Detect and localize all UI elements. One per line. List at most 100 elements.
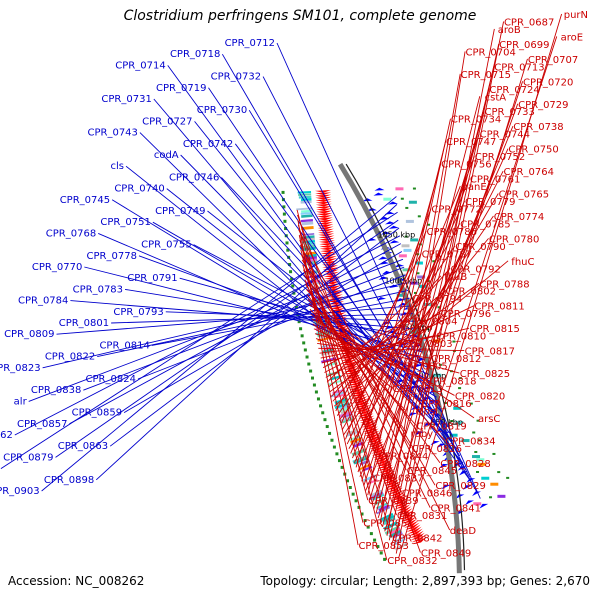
feature-tick xyxy=(288,263,292,267)
minus-gene-label: CPR_0783 xyxy=(73,284,123,295)
plus-label-leader xyxy=(324,312,441,373)
minus-gene-label: CPR_0714 xyxy=(115,60,165,71)
minus-gene-label: CPR_0903 xyxy=(0,486,40,497)
feature-tick xyxy=(323,418,327,422)
feature-tick xyxy=(286,248,290,252)
feature-tick xyxy=(383,557,387,561)
minus-strand-arrow xyxy=(439,463,449,469)
plus-strand-arrow xyxy=(315,203,332,207)
minus-strand-arrow xyxy=(378,276,389,280)
plus-strand-arrow xyxy=(409,530,424,539)
minus-strand-arrow xyxy=(466,478,476,483)
plus-strand-arrow xyxy=(315,196,332,200)
plus-label-leader xyxy=(298,229,451,531)
plus-gene-label: CPR_0780 xyxy=(489,234,539,245)
plus-strand-arrow xyxy=(388,487,403,495)
plus-strand-arrow xyxy=(319,242,336,246)
minus-gene-label: CPR_0742 xyxy=(183,139,233,150)
feature-block xyxy=(329,375,342,381)
plus-gene-label: CPR_0842 xyxy=(392,534,442,545)
plus-strand-arrow xyxy=(323,273,340,278)
minus-strand-arrow xyxy=(388,225,399,229)
minus-feature-tick xyxy=(469,402,473,405)
plus-label-leader xyxy=(377,81,524,518)
plus-gene-label: CPR_0750 xyxy=(508,145,558,156)
plus-label-leader xyxy=(328,290,446,388)
feature-tick xyxy=(325,425,329,429)
minus-label-leader xyxy=(221,53,478,492)
minus-feature-block xyxy=(409,330,418,334)
minus-label-leader xyxy=(109,227,400,447)
feature-tick xyxy=(282,212,286,216)
plus-gene-label: CPR_0704 xyxy=(465,47,515,58)
minus-label-leader xyxy=(41,196,397,492)
tick-label: 900 kbp xyxy=(414,372,447,381)
feature-tick xyxy=(321,411,325,415)
minus-gene-label: CPR_0898 xyxy=(44,475,94,486)
plus-strand-arrow xyxy=(321,262,338,267)
plus-label-leader xyxy=(301,254,402,493)
plus-label-leader xyxy=(301,259,436,486)
plus-label-leader xyxy=(318,347,465,352)
plus-strand-arrow xyxy=(319,246,336,251)
plus-label-leader xyxy=(371,103,519,505)
plus-strand-arrow xyxy=(317,221,334,225)
plus-strand-arrow xyxy=(401,514,416,522)
minus-strand-arrow xyxy=(389,240,400,244)
plus-strand-arrow xyxy=(317,224,334,228)
backbone-inner-ring xyxy=(345,163,466,571)
plus-label-leader xyxy=(325,305,475,378)
plus-gene-label: CPR_0765 xyxy=(499,190,549,201)
plus-strand-arrow xyxy=(316,208,333,212)
plus-gene-label: CPR_0829 xyxy=(435,481,485,492)
plus-label-leader xyxy=(306,289,446,441)
plus-strand-arrow xyxy=(325,283,341,287)
minus-feature-block xyxy=(497,494,506,498)
plus-gene-label: CPR_0851 xyxy=(363,519,413,530)
feature-block xyxy=(371,493,385,501)
minus-feature-tick xyxy=(458,387,462,390)
minus-feature-block xyxy=(417,275,426,279)
plus-strand-arrow xyxy=(318,237,335,241)
minus-label-leader xyxy=(95,204,398,481)
minus-gene-label: CPR_0730 xyxy=(197,105,247,116)
minus-gene-label: CPR_0863 xyxy=(58,441,108,452)
plus-gene-label: CPR_0812 xyxy=(431,354,481,365)
plus-gene-label: CPR_0734 xyxy=(451,115,501,126)
minus-label-leader xyxy=(123,251,403,413)
feature-tick xyxy=(379,551,383,555)
plus-gene-label: CPR_0832 xyxy=(387,556,437,567)
feature-tick xyxy=(348,485,352,489)
feature-tick xyxy=(291,284,295,288)
plus-label-leader xyxy=(365,126,514,491)
minus-strand-arrow xyxy=(381,270,392,275)
plus-gene-label: CPR_0805 xyxy=(397,362,447,373)
tick-label: 1050 kbp xyxy=(378,231,416,240)
feature-block xyxy=(394,542,409,551)
feature-tick xyxy=(312,383,316,387)
plus-strand-arrow xyxy=(407,526,422,534)
plus-label-leader xyxy=(350,185,461,454)
plus-gene-label: CPR_0810 xyxy=(436,332,486,343)
plus-label-leader xyxy=(359,148,509,477)
minus-gene-label: CPR_0732 xyxy=(211,72,261,83)
feature-tick xyxy=(340,465,344,469)
feature-tick xyxy=(303,348,307,352)
plus-gene-label: CPR_0729 xyxy=(518,100,568,111)
minus-strand-arrow xyxy=(374,187,385,191)
minus-feature-tick xyxy=(417,215,421,218)
minus-label-leader xyxy=(111,199,437,398)
plus-label-leader xyxy=(296,209,388,561)
minus-gene-label: CPR_0879 xyxy=(3,452,53,463)
plus-strand-arrow xyxy=(342,361,358,366)
plus-strand-arrow xyxy=(377,462,392,469)
plus-gene-label: arsC xyxy=(478,414,500,425)
feature-tick xyxy=(366,525,370,529)
feature-tick xyxy=(373,538,377,542)
plus-label-leader xyxy=(353,170,504,463)
feature-tick xyxy=(305,355,309,359)
minus-label-leader xyxy=(84,266,423,353)
plus-label-leader xyxy=(340,230,427,426)
feature-block xyxy=(342,413,353,419)
plus-strand-arrow xyxy=(327,298,344,303)
